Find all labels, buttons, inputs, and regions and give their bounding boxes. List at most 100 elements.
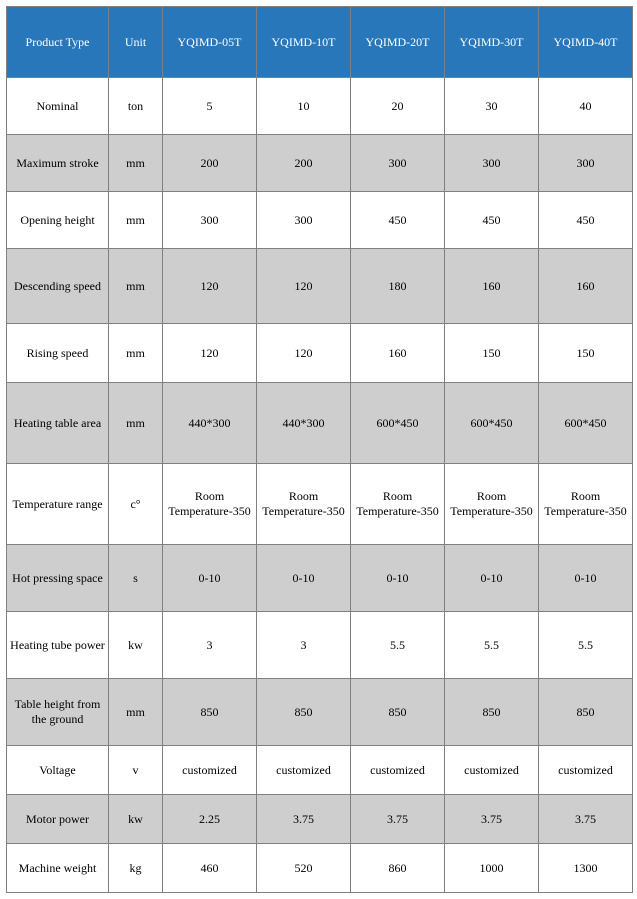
- row-value: 300: [257, 192, 351, 249]
- row-value: Room Temperature-350: [163, 464, 257, 545]
- row-value: 120: [163, 249, 257, 324]
- row-value: 10: [257, 78, 351, 135]
- row-value: 3: [163, 612, 257, 679]
- table-row: Table height from the groundmm8508508508…: [7, 679, 633, 746]
- row-value: 20: [351, 78, 445, 135]
- row-unit: mm: [109, 679, 163, 746]
- row-value: 850: [445, 679, 539, 746]
- spec-table: Product TypeUnitYQIMD-05TYQIMD-10TYQIMD-…: [6, 6, 633, 893]
- row-label: Maximum stroke: [7, 135, 109, 192]
- row-value: 180: [351, 249, 445, 324]
- row-label: Temperature range: [7, 464, 109, 545]
- row-value: 0-10: [351, 545, 445, 612]
- row-value: 600*450: [351, 383, 445, 464]
- row-value: 150: [445, 324, 539, 383]
- row-value: 850: [539, 679, 633, 746]
- column-header: YQIMD-20T: [351, 7, 445, 78]
- row-label: Voltage: [7, 746, 109, 795]
- row-value: 600*450: [445, 383, 539, 464]
- row-value: 30: [445, 78, 539, 135]
- row-value: 460: [163, 844, 257, 893]
- row-label: Descending speed: [7, 249, 109, 324]
- row-value: Room Temperature-350: [445, 464, 539, 545]
- table-row: Hot pressing spaces0-100-100-100-100-10: [7, 545, 633, 612]
- row-value: 160: [539, 249, 633, 324]
- row-value: 40: [539, 78, 633, 135]
- row-label: Heating table area: [7, 383, 109, 464]
- column-header: YQIMD-05T: [163, 7, 257, 78]
- column-header: YQIMD-10T: [257, 7, 351, 78]
- row-unit: mm: [109, 249, 163, 324]
- row-value: 1300: [539, 844, 633, 893]
- row-value: customized: [539, 746, 633, 795]
- row-value: customized: [351, 746, 445, 795]
- row-value: 120: [257, 249, 351, 324]
- row-value: 300: [445, 135, 539, 192]
- row-label: Opening height: [7, 192, 109, 249]
- row-value: 5.5: [539, 612, 633, 679]
- row-value: 3.75: [351, 795, 445, 844]
- column-header: Unit: [109, 7, 163, 78]
- table-row: Motor powerkw2.253.753.753.753.75: [7, 795, 633, 844]
- table-row: Opening heightmm300300450450450: [7, 192, 633, 249]
- row-unit: kw: [109, 795, 163, 844]
- row-unit: mm: [109, 383, 163, 464]
- row-value: 850: [163, 679, 257, 746]
- row-value: 0-10: [257, 545, 351, 612]
- table-body: Nominalton510203040Maximum strokemm20020…: [7, 78, 633, 893]
- table-row: Nominalton510203040: [7, 78, 633, 135]
- row-value: 300: [351, 135, 445, 192]
- row-label: Nominal: [7, 78, 109, 135]
- row-unit: mm: [109, 135, 163, 192]
- row-unit: mm: [109, 192, 163, 249]
- row-label: Hot pressing space: [7, 545, 109, 612]
- row-value: 120: [163, 324, 257, 383]
- row-value: customized: [445, 746, 539, 795]
- row-value: 440*300: [257, 383, 351, 464]
- row-unit: kw: [109, 612, 163, 679]
- row-value: 300: [163, 192, 257, 249]
- row-value: 160: [351, 324, 445, 383]
- row-value: 850: [351, 679, 445, 746]
- header-row: Product TypeUnitYQIMD-05TYQIMD-10TYQIMD-…: [7, 7, 633, 78]
- row-value: 440*300: [163, 383, 257, 464]
- row-value: 3.75: [539, 795, 633, 844]
- column-header: YQIMD-40T: [539, 7, 633, 78]
- table-container: Product TypeUnitYQIMD-05TYQIMD-10TYQIMD-…: [0, 0, 637, 899]
- row-value: customized: [163, 746, 257, 795]
- row-unit: ton: [109, 78, 163, 135]
- row-value: 150: [539, 324, 633, 383]
- row-value: 5: [163, 78, 257, 135]
- row-value: 520: [257, 844, 351, 893]
- row-label: Table height from the ground: [7, 679, 109, 746]
- row-value: 5.5: [351, 612, 445, 679]
- row-value: 120: [257, 324, 351, 383]
- table-row: Temperature rangec°Room Temperature-350R…: [7, 464, 633, 545]
- row-value: 850: [257, 679, 351, 746]
- row-label: Rising speed: [7, 324, 109, 383]
- column-header: YQIMD-30T: [445, 7, 539, 78]
- row-value: 3: [257, 612, 351, 679]
- row-value: Room Temperature-350: [257, 464, 351, 545]
- row-value: 2.25: [163, 795, 257, 844]
- table-header: Product TypeUnitYQIMD-05TYQIMD-10TYQIMD-…: [7, 7, 633, 78]
- table-row: Maximum strokemm200200300300300: [7, 135, 633, 192]
- row-value: 200: [163, 135, 257, 192]
- row-unit: v: [109, 746, 163, 795]
- row-value: customized: [257, 746, 351, 795]
- row-value: 450: [351, 192, 445, 249]
- row-value: 450: [539, 192, 633, 249]
- row-value: 3.75: [257, 795, 351, 844]
- row-value: Room Temperature-350: [539, 464, 633, 545]
- table-row: Voltagevcustomizedcustomizedcustomizedcu…: [7, 746, 633, 795]
- row-unit: kg: [109, 844, 163, 893]
- row-unit: mm: [109, 324, 163, 383]
- row-label: Machine weight: [7, 844, 109, 893]
- row-value: 1000: [445, 844, 539, 893]
- table-row: Heating table areamm440*300440*300600*45…: [7, 383, 633, 464]
- row-value: 860: [351, 844, 445, 893]
- row-unit: c°: [109, 464, 163, 545]
- table-row: Heating tube powerkw335.55.55.5: [7, 612, 633, 679]
- row-value: 160: [445, 249, 539, 324]
- row-value: 450: [445, 192, 539, 249]
